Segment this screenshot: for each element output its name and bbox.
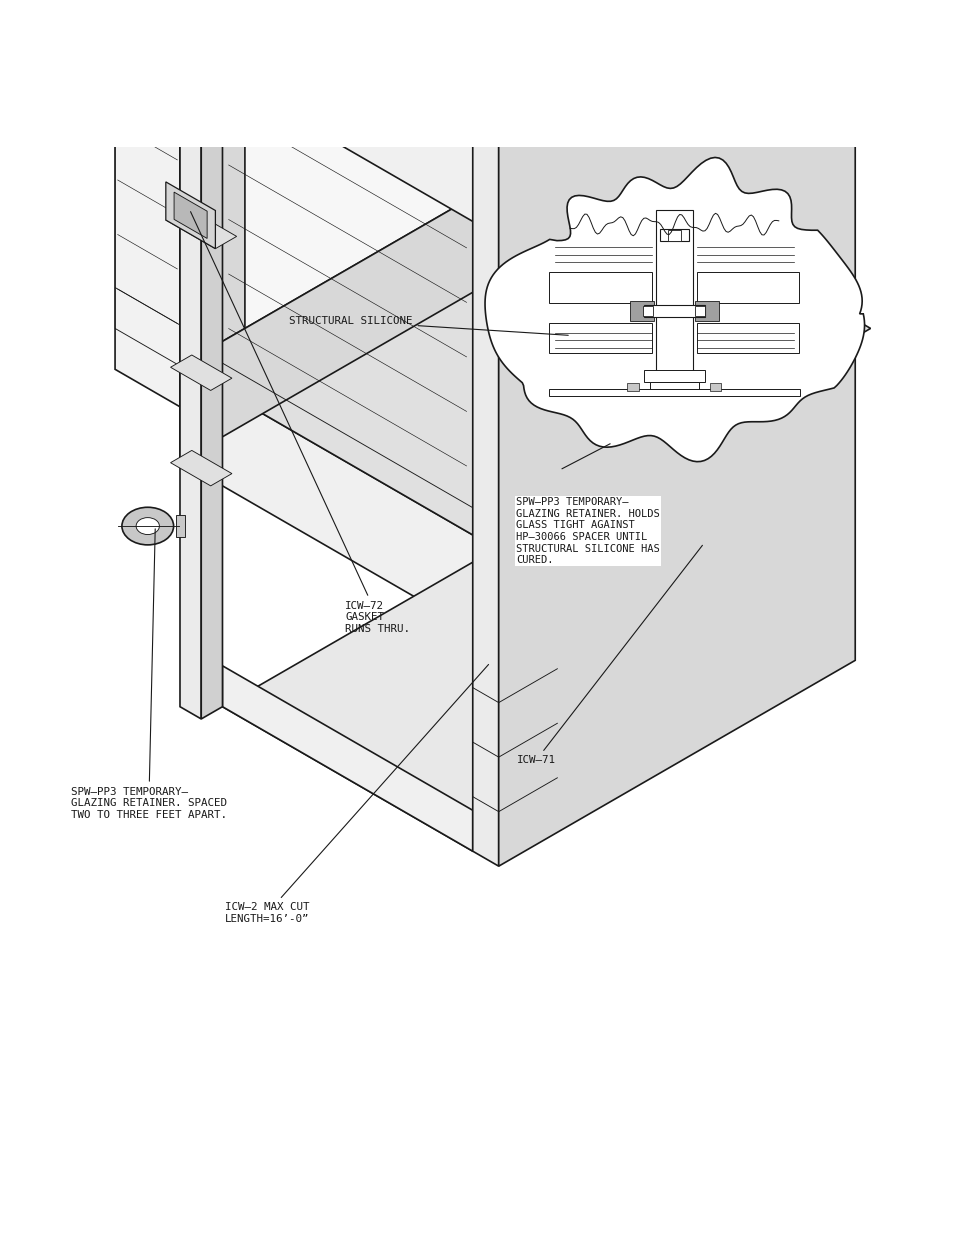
Polygon shape xyxy=(473,0,498,866)
Polygon shape xyxy=(222,0,473,101)
Polygon shape xyxy=(222,501,828,851)
Polygon shape xyxy=(115,0,180,406)
Polygon shape xyxy=(115,15,180,366)
Text: ICW–2 MAX CUT
LENGTH=16’-0”: ICW–2 MAX CUT LENGTH=16’-0” xyxy=(225,664,488,924)
Text: STRUCTURAL SILICONE: STRUCTURAL SILICONE xyxy=(289,316,568,335)
Polygon shape xyxy=(484,157,863,462)
Bar xyxy=(549,389,799,395)
Polygon shape xyxy=(180,148,870,547)
Bar xyxy=(643,370,704,382)
Bar xyxy=(627,383,638,391)
Bar xyxy=(695,306,703,316)
Text: ICW–71: ICW–71 xyxy=(516,546,701,766)
Polygon shape xyxy=(180,0,245,406)
Polygon shape xyxy=(180,0,201,719)
Bar xyxy=(642,306,652,316)
Polygon shape xyxy=(180,366,493,642)
Polygon shape xyxy=(180,0,493,233)
Polygon shape xyxy=(222,666,473,851)
Ellipse shape xyxy=(122,508,173,545)
Polygon shape xyxy=(175,515,185,537)
Polygon shape xyxy=(180,0,870,137)
Bar xyxy=(649,382,699,393)
Polygon shape xyxy=(180,148,558,462)
Bar xyxy=(549,272,651,303)
Bar xyxy=(667,230,680,242)
Polygon shape xyxy=(171,42,232,77)
Bar xyxy=(709,383,720,391)
Bar xyxy=(697,324,799,353)
Bar xyxy=(659,230,688,242)
Text: ICW–72
GASKET
RUNS THRU.: ICW–72 GASKET RUNS THRU. xyxy=(191,211,410,634)
Polygon shape xyxy=(173,193,207,238)
Bar xyxy=(549,324,651,353)
Bar xyxy=(697,272,799,303)
Polygon shape xyxy=(498,0,854,866)
Bar xyxy=(630,300,653,321)
Text: SPW–PP3 TEMPORARY—
GLAZING RETAINER. HOLDS
GLASS TIGHT AGAINST
HP–30066 SPACER U: SPW–PP3 TEMPORARY— GLAZING RETAINER. HOL… xyxy=(516,498,659,566)
Polygon shape xyxy=(222,52,473,510)
Polygon shape xyxy=(166,207,236,248)
Bar xyxy=(655,210,693,391)
Bar xyxy=(695,300,718,321)
Polygon shape xyxy=(201,0,222,719)
Polygon shape xyxy=(171,354,232,390)
Bar xyxy=(643,305,704,316)
Polygon shape xyxy=(180,0,558,52)
Polygon shape xyxy=(166,182,215,248)
Text: SPW–PP3 TEMPORARY—
GLAZING RETAINER. SPACED
TWO TO THREE FEET APART.: SPW–PP3 TEMPORARY— GLAZING RETAINER. SPA… xyxy=(71,529,227,820)
Polygon shape xyxy=(171,451,232,485)
Ellipse shape xyxy=(136,517,159,535)
